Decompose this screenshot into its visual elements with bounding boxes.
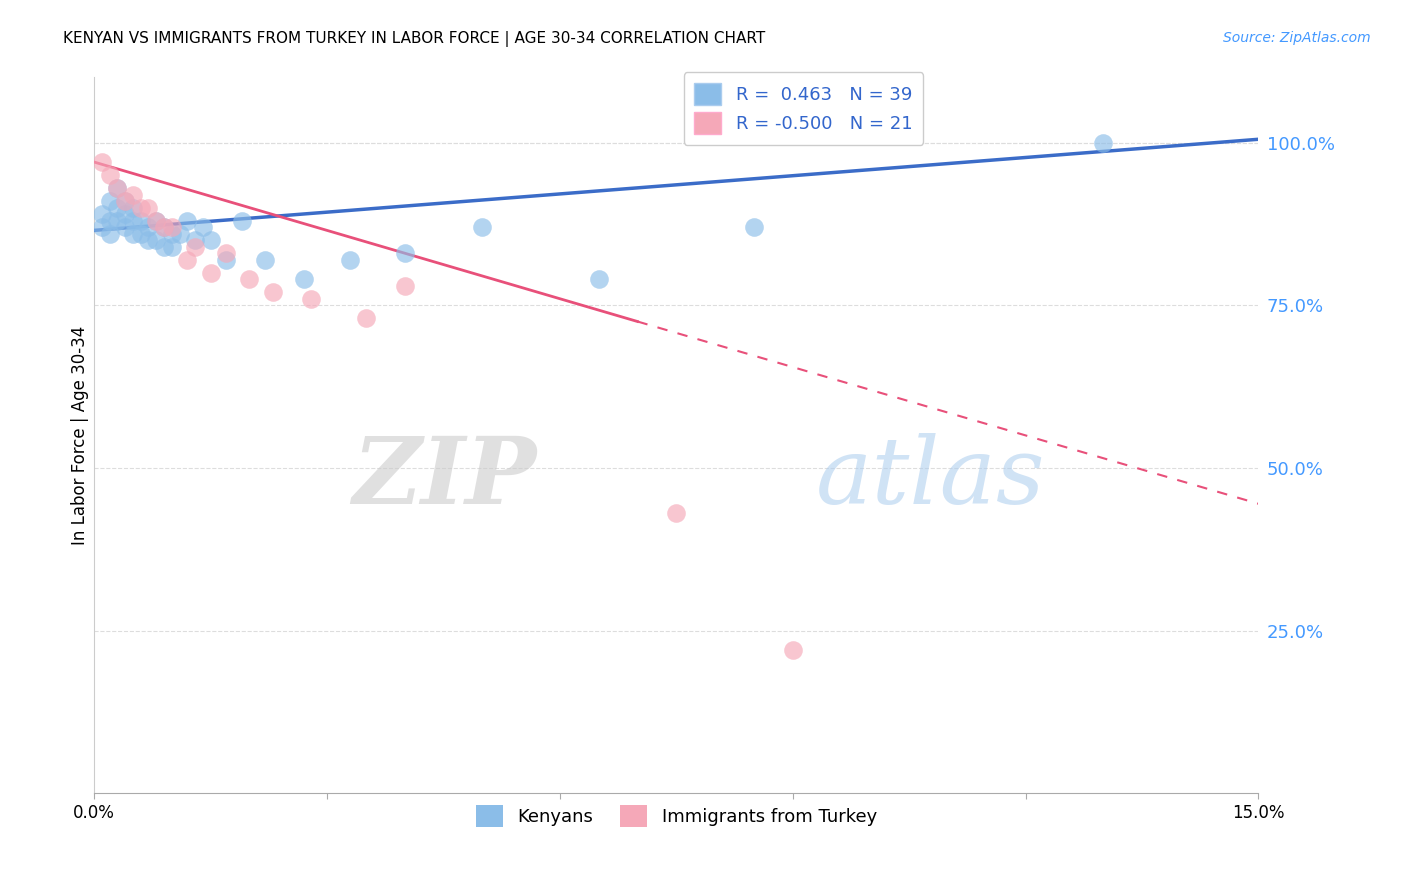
Point <box>394 278 416 293</box>
Point <box>160 220 183 235</box>
Point <box>90 155 112 169</box>
Point <box>200 233 222 247</box>
Point <box>184 240 207 254</box>
Point <box>191 220 214 235</box>
Point <box>138 220 160 235</box>
Point <box>122 227 145 241</box>
Point <box>184 233 207 247</box>
Point <box>114 194 136 208</box>
Point <box>160 240 183 254</box>
Point <box>122 201 145 215</box>
Point <box>354 311 377 326</box>
Point <box>122 213 145 227</box>
Legend: Kenyans, Immigrants from Turkey: Kenyans, Immigrants from Turkey <box>468 798 884 834</box>
Point <box>129 227 152 241</box>
Point <box>145 213 167 227</box>
Point <box>145 233 167 247</box>
Y-axis label: In Labor Force | Age 30-34: In Labor Force | Age 30-34 <box>72 326 89 545</box>
Point <box>588 272 610 286</box>
Point <box>138 233 160 247</box>
Point <box>471 220 494 235</box>
Point <box>339 252 361 267</box>
Point <box>90 220 112 235</box>
Point <box>153 240 176 254</box>
Point <box>145 213 167 227</box>
Point <box>742 220 765 235</box>
Point <box>160 227 183 241</box>
Point <box>107 181 129 195</box>
Point <box>114 220 136 235</box>
Point <box>262 285 284 300</box>
Point <box>122 187 145 202</box>
Point <box>107 201 129 215</box>
Point <box>292 272 315 286</box>
Point <box>394 246 416 260</box>
Point <box>215 252 238 267</box>
Point <box>301 292 323 306</box>
Point <box>129 213 152 227</box>
Text: Source: ZipAtlas.com: Source: ZipAtlas.com <box>1223 31 1371 45</box>
Point <box>138 201 160 215</box>
Point <box>253 252 276 267</box>
Text: ZIP: ZIP <box>353 434 537 524</box>
Point <box>98 194 121 208</box>
Point <box>665 507 688 521</box>
Text: atlas: atlas <box>815 434 1046 524</box>
Point <box>176 213 198 227</box>
Point <box>231 213 253 227</box>
Point <box>238 272 260 286</box>
Point <box>215 246 238 260</box>
Point <box>107 181 129 195</box>
Point <box>114 207 136 221</box>
Point <box>129 201 152 215</box>
Point <box>1092 136 1115 150</box>
Point <box>176 252 198 267</box>
Point <box>153 220 176 235</box>
Point <box>114 194 136 208</box>
Text: KENYAN VS IMMIGRANTS FROM TURKEY IN LABOR FORCE | AGE 30-34 CORRELATION CHART: KENYAN VS IMMIGRANTS FROM TURKEY IN LABO… <box>63 31 765 47</box>
Point <box>107 213 129 227</box>
Point <box>782 643 804 657</box>
Point <box>153 220 176 235</box>
Point <box>200 266 222 280</box>
Point <box>98 227 121 241</box>
Point <box>169 227 191 241</box>
Point <box>90 207 112 221</box>
Point <box>98 213 121 227</box>
Point <box>98 168 121 182</box>
